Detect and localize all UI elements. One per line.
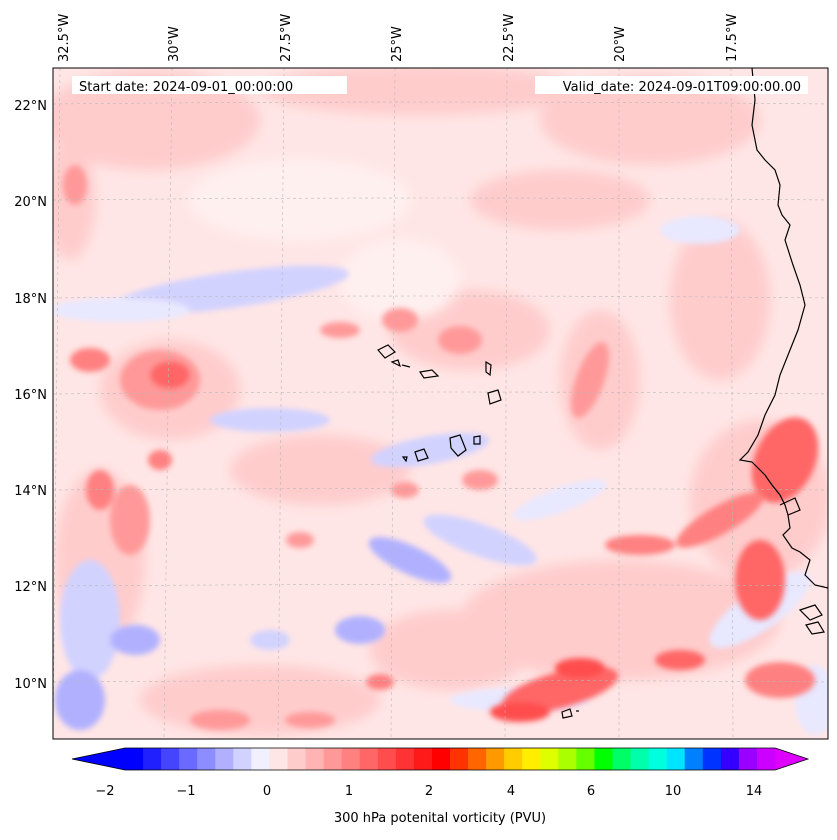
field-negative-layer <box>53 216 828 735</box>
colorbar-segment <box>594 748 613 770</box>
colorbar-segment <box>233 748 252 770</box>
colorbar-under-arrow <box>72 748 125 770</box>
cb-tick-6: 6 <box>587 784 595 799</box>
colorbar-over-arrow <box>775 748 808 770</box>
colorbar-segment <box>323 748 343 770</box>
lat-label-2: 18°N <box>14 292 47 307</box>
lon-label-6: 17.5°W <box>725 14 740 62</box>
colorbar-segment <box>305 748 325 770</box>
colorbar-segment <box>468 748 487 770</box>
pv-field <box>53 68 828 739</box>
colorbar-segment <box>377 748 397 770</box>
lon-label-5: 20°W <box>613 26 628 62</box>
colorbar-segment <box>143 748 162 770</box>
colorbar-segment <box>269 748 288 770</box>
colorbar-segment <box>738 748 758 770</box>
colorbar-segment <box>648 748 668 770</box>
map-frame <box>52 67 829 740</box>
longitude-labels: 32.5°W 30°W 27.5°W 25°W 22.5°W 20°W 17.5… <box>57 14 740 62</box>
islands <box>377 344 579 719</box>
lon-label-1: 30°W <box>167 26 182 62</box>
colorbar-segment <box>702 748 722 770</box>
start-date-label: Start date: 2024-09-01_00:00:00 <box>79 80 293 95</box>
cb-tick-2: 0 <box>263 784 271 799</box>
coastline <box>738 68 828 635</box>
latitude-labels: 22°N 20°N 18°N 16°N 14°N 12°N 10°N <box>14 99 47 692</box>
graticule <box>53 68 828 739</box>
colorbar-segment <box>540 748 559 770</box>
colorbar-segment <box>666 748 686 770</box>
colorbar-outline <box>71 747 810 771</box>
colorbar-segment <box>756 748 776 770</box>
colorbar-segment <box>215 748 234 770</box>
colorbar-segment <box>684 748 704 770</box>
cb-tick-4: 2 <box>425 784 433 799</box>
lon-label-3: 25°W <box>390 26 405 62</box>
cb-tick-7: 10 <box>665 784 682 799</box>
colorbar-segment <box>612 748 631 770</box>
colorbar-segment <box>341 748 361 770</box>
lon-label-4: 22.5°W <box>502 14 517 62</box>
field-positive-layer <box>63 165 819 730</box>
lat-label-6: 10°N <box>14 677 47 692</box>
lat-label-4: 14°N <box>14 484 47 499</box>
colorbar-segment <box>251 748 270 770</box>
colorbar-segment <box>630 748 650 770</box>
header-labels: Start date: 2024-09-01_00:00:00 Valid_da… <box>72 76 808 95</box>
colorbar-segment <box>359 748 379 770</box>
colorbar-segment <box>522 748 541 770</box>
colorbar-segment <box>287 748 306 770</box>
colorbar-segment <box>558 748 577 770</box>
cb-tick-0: −2 <box>95 784 114 799</box>
colorbar-title: 300 hPa potenital vorticity (PVU) <box>334 811 546 826</box>
colorbar-segment <box>450 748 469 770</box>
colorbar-segment <box>161 748 180 770</box>
colorbar-segment <box>179 748 198 770</box>
colorbar <box>71 747 810 771</box>
cb-tick-1: −1 <box>176 784 195 799</box>
colorbar-segment <box>197 748 216 770</box>
lon-label-2: 27.5°W <box>279 14 294 62</box>
cb-tick-3: 1 <box>345 784 353 799</box>
lat-label-3: 16°N <box>14 388 47 403</box>
lat-label-5: 12°N <box>14 580 47 595</box>
colorbar-segment <box>576 748 595 770</box>
lat-label-0: 22°N <box>14 99 47 114</box>
colorbar-segment <box>504 748 523 770</box>
cb-tick-8: 14 <box>746 784 763 799</box>
colorbar-segment <box>486 748 505 770</box>
colorbar-segment <box>125 748 144 770</box>
colorbar-segment <box>413 748 433 770</box>
colorbar-segment <box>720 748 740 770</box>
valid-date-label: Valid_date: 2024-09-01T09:00:00.00 <box>563 80 801 95</box>
colorbar-segment <box>395 748 415 770</box>
lat-label-1: 20°N <box>14 195 47 210</box>
cb-tick-5: 4 <box>507 784 515 799</box>
lon-label-0: 32.5°W <box>57 14 72 62</box>
colorbar-ticks: −2 −1 0 1 2 4 6 10 14 <box>95 784 762 799</box>
colorbar-segment <box>431 748 451 770</box>
